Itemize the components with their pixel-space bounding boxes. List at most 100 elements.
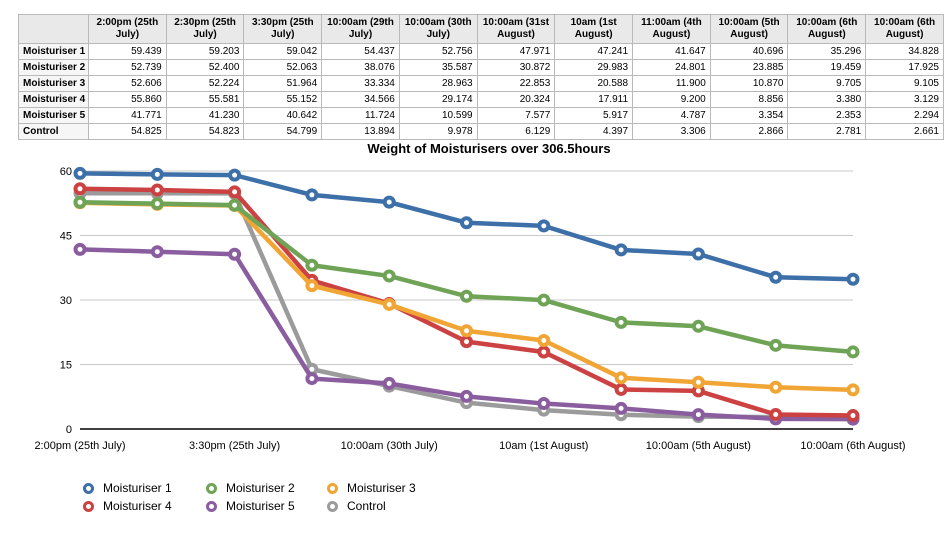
data-point-marker [614, 382, 628, 396]
table-cell: 2.661 [865, 123, 944, 140]
data-point-marker [150, 167, 164, 181]
legend-item: Moisturiser 2 [206, 481, 327, 495]
data-point-marker [460, 389, 473, 403]
data-point-marker [846, 383, 860, 397]
column-header: 10:00am (29th July) [321, 14, 400, 44]
data-point-marker [382, 297, 396, 311]
legend-label: Control [347, 499, 386, 513]
table-cell: 54.825 [88, 123, 167, 140]
data-point-marker [73, 195, 87, 209]
x-tick-label: 2:00pm (25th July) [34, 440, 125, 452]
table-cell: 52.756 [398, 43, 478, 60]
table-cell: 23.885 [709, 59, 789, 76]
moisturiser-weight-table: 2:00pm (25th July) 2:30pm (25th July) 3:30… [18, 14, 944, 140]
x-tick-label: 10:00am (5th August) [646, 440, 751, 452]
legend-marker-icon [83, 482, 94, 494]
table-cell: 9.200 [632, 91, 711, 108]
table-cell: 29.983 [554, 59, 634, 76]
data-point-marker [537, 345, 551, 359]
legend-label: Moisturiser 5 [226, 499, 295, 513]
y-tick-label: 0 [66, 424, 72, 436]
legend-item: Control [327, 499, 416, 513]
x-tick-label: 10:00am (30th July) [341, 440, 438, 452]
data-point-marker [150, 197, 164, 211]
table-cell: 10.599 [398, 107, 478, 124]
data-point-marker [846, 272, 860, 286]
data-point-marker [228, 247, 242, 261]
column-header: 11:00am (4th August) [632, 14, 711, 44]
data-point-marker [382, 195, 396, 209]
table-cell: 52.739 [88, 59, 167, 76]
table-cell: 52.400 [165, 59, 245, 76]
legend-item: Moisturiser 4 [83, 499, 206, 513]
table-cell: 5.917 [554, 107, 634, 124]
column-header: 3:30pm (25th July) [243, 14, 323, 44]
data-point-marker [614, 371, 628, 385]
data-point-marker [150, 183, 164, 197]
data-point-marker [769, 338, 783, 352]
data-point-marker [228, 168, 242, 182]
table-cell: 54.823 [165, 123, 245, 140]
table-cell: 20.588 [554, 75, 634, 92]
table-cell: 59.042 [243, 43, 323, 60]
data-point-marker [460, 216, 473, 230]
column-header: 10:00am (6th August) [865, 14, 944, 44]
table-cell: 11.900 [632, 75, 711, 92]
row-header: Moisturiser 5 [18, 107, 89, 124]
x-tick-label: 3:30pm (25th July) [189, 440, 280, 452]
column-header: 10:00am (31st August) [476, 14, 556, 44]
table-cell: 13.894 [321, 123, 400, 140]
data-point-marker [460, 335, 473, 349]
legend-item: Moisturiser 3 [327, 481, 416, 495]
data-point-marker [537, 397, 551, 411]
column-header: 10:00am (5th August) [709, 14, 789, 44]
column-header: 10:00am (6th August) [787, 14, 867, 44]
table-cell: 35.587 [398, 59, 478, 76]
data-point-marker [769, 270, 783, 284]
legend-label: Moisturiser 2 [226, 481, 295, 495]
legend-marker-icon [327, 482, 338, 494]
data-point-marker [73, 182, 87, 196]
data-point-marker [769, 380, 783, 394]
chart-legend: Moisturiser 1 Moisturiser 2 Moisturiser 3 M… [83, 479, 416, 515]
data-point-marker [846, 345, 860, 359]
data-point-marker [537, 333, 551, 347]
x-tick-label: 10am (1st August) [499, 440, 588, 452]
table-cell: 2.781 [787, 123, 867, 140]
table-cell: 3.354 [709, 107, 789, 124]
data-point-marker [769, 407, 783, 421]
table-cell: 33.334 [321, 75, 400, 92]
data-point-marker [73, 242, 87, 256]
table-cell: 47.971 [476, 43, 556, 60]
table-cell: 4.397 [554, 123, 634, 140]
data-point-marker [460, 324, 473, 338]
table-cell: 17.925 [865, 59, 944, 76]
table-cell: 29.174 [398, 91, 478, 108]
data-point-marker [228, 198, 242, 212]
table-cell: 9.705 [787, 75, 867, 92]
table-cell: 54.437 [321, 43, 400, 60]
table-cell: 55.860 [88, 91, 167, 108]
table-cell: 3.306 [632, 123, 711, 140]
data-point-marker [614, 243, 628, 257]
legend-marker-icon [327, 500, 338, 512]
data-point-marker [537, 219, 551, 233]
table-cell: 52.606 [88, 75, 167, 92]
table-cell: 6.129 [476, 123, 556, 140]
legend-label: Moisturiser 4 [103, 499, 172, 513]
legend-item: Moisturiser 1 [83, 481, 206, 495]
table-cell: 11.724 [321, 107, 400, 124]
data-point-marker [305, 372, 319, 386]
table-cell: 20.324 [476, 91, 556, 108]
table-corner-cell [18, 14, 89, 44]
column-header: 2:30pm (25th July) [165, 14, 245, 44]
table-cell: 41.230 [165, 107, 245, 124]
table-cell: 10.870 [709, 75, 789, 92]
y-tick-label: 15 [60, 360, 72, 372]
data-point-marker [460, 289, 473, 303]
table-row: Moisturiser 5 41.771 41.230 40.642 11.724 10.… [18, 107, 944, 124]
table-row: Moisturiser 4 55.860 55.581 55.152 34.566 29.… [18, 91, 944, 108]
table-cell: 59.203 [165, 43, 245, 60]
table-cell: 55.152 [243, 91, 323, 108]
